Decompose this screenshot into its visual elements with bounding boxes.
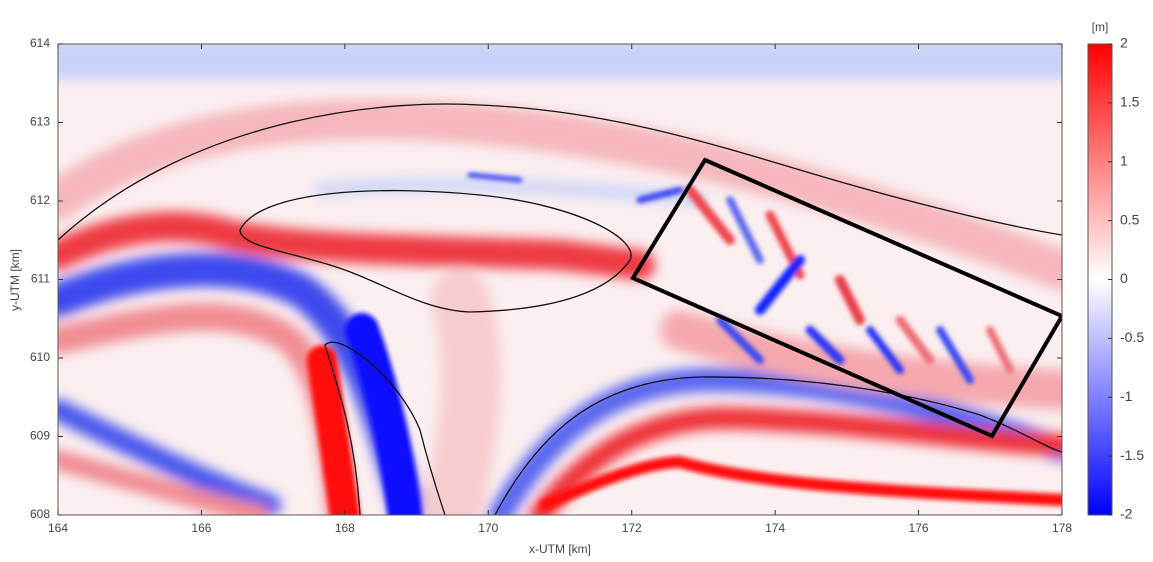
band xyxy=(450,300,471,515)
y-tick-label: 611 xyxy=(31,272,50,286)
x-tick-label: 166 xyxy=(191,521,211,535)
x-tick-label: 174 xyxy=(765,521,785,535)
y-tick-label: 612 xyxy=(30,193,50,207)
y-tick-label: 608 xyxy=(30,507,50,521)
colorbar-tick-label: 2 xyxy=(1120,35,1128,51)
y-tick-label: 609 xyxy=(30,429,50,443)
colorbar-tick-label: 0.5 xyxy=(1120,211,1140,227)
colorbar-tick-label: -0.5 xyxy=(1120,329,1144,345)
field xyxy=(40,44,1080,515)
x-tick-label: 172 xyxy=(622,521,642,535)
colorbar-tick-label: 1 xyxy=(1120,152,1128,168)
x-tick-label: 168 xyxy=(335,521,355,535)
y-tick-label: 614 xyxy=(30,36,50,50)
colorbar-tick-label: 1.5 xyxy=(1120,94,1140,110)
x-axis-label: x-UTM [km] xyxy=(529,542,591,556)
colorbar-tick-label: -1 xyxy=(1120,388,1133,404)
x-tick-label: 178 xyxy=(1052,521,1072,535)
x-tick-label: 164 xyxy=(48,521,68,535)
colorbar-tick-label: -1.5 xyxy=(1120,447,1144,463)
x-tick-label: 176 xyxy=(909,521,929,535)
colorbar-label: [m] xyxy=(1092,20,1109,34)
x-tick-label: 170 xyxy=(478,521,498,535)
y-tick-label: 610 xyxy=(30,350,50,364)
chart: [m] x-UTM [km] y-UTM [km] 164 166 168 170 17… xyxy=(0,0,1153,562)
colorbar-tick-label: 0 xyxy=(1120,270,1128,286)
colorbar-tick-label: -2 xyxy=(1120,506,1133,522)
y-axis-label: y-UTM [km] xyxy=(8,249,22,311)
y-tick-label: 613 xyxy=(30,115,50,129)
